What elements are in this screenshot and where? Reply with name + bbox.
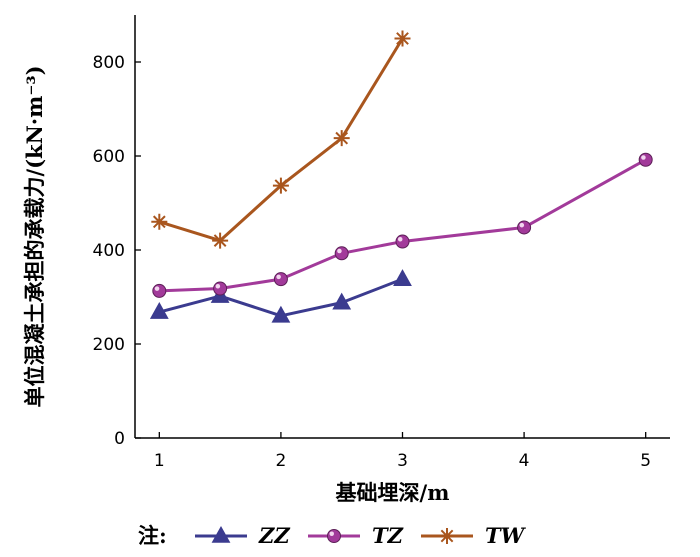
circle-marker-highlight [215, 283, 221, 289]
star-marker [272, 177, 289, 194]
circle-marker [517, 220, 532, 235]
y-axis-title: 单位混凝土承担的承载力/(kN·m⁻³) [22, 65, 47, 407]
triangle-marker [211, 525, 231, 543]
legend-label: TW [485, 523, 527, 548]
series-tz [152, 152, 653, 298]
circle-marker-highlight [329, 531, 334, 536]
legend-prefix: 注: [138, 523, 167, 548]
plot-area [149, 30, 653, 323]
circle-marker-highlight [641, 155, 646, 160]
x-tick-label: 5 [640, 451, 651, 471]
legend-label: ZZ [258, 523, 290, 548]
y-tick-label: 200 [93, 335, 125, 355]
circle-marker [273, 272, 288, 287]
legend-item-tw: TW [421, 523, 527, 548]
y-tick-label: 0 [114, 429, 125, 449]
circle-marker-highlight [154, 286, 160, 291]
x-tick-label: 3 [397, 451, 408, 471]
y-tick-label: 800 [93, 53, 125, 73]
circle-marker-highlight [337, 248, 342, 254]
series-line-tw [158, 37, 404, 243]
legend-label: TZ [372, 523, 404, 548]
x-axis-title: 基础埋深/m [336, 480, 450, 505]
circle-marker-highlight [519, 222, 525, 228]
triangle-marker [332, 292, 352, 310]
circle-marker [334, 246, 349, 261]
star-marker [212, 232, 229, 249]
series-zz [149, 269, 412, 323]
y-tick-label: 600 [93, 147, 125, 167]
star-marker [151, 213, 168, 230]
circle-marker [213, 281, 228, 296]
x-tick-label: 4 [519, 451, 530, 471]
y-tick-label: 400 [93, 241, 125, 261]
circle-marker [152, 283, 167, 298]
star-marker [439, 528, 455, 544]
circle-marker-highlight [397, 236, 403, 242]
circle-marker [638, 152, 653, 167]
legend-item-zz: ZZ [195, 523, 290, 548]
triangle-marker [393, 269, 412, 286]
axes: 1 2 3 4 5 0 200 400 600 800 [93, 15, 670, 471]
star-marker [394, 30, 411, 47]
x-tick-label: 1 [154, 451, 165, 471]
x-tick-label: 2 [275, 451, 286, 471]
series-tw [151, 30, 411, 249]
star-marker [333, 130, 350, 147]
circle-marker [327, 529, 341, 543]
triangle-marker [149, 302, 169, 319]
legend-item-tz: TZ [308, 523, 404, 548]
circle-marker-highlight [276, 274, 281, 280]
circle-marker [395, 234, 410, 249]
legend: 注: ZZ TZ TW [138, 523, 527, 548]
triangle-marker [271, 305, 291, 323]
